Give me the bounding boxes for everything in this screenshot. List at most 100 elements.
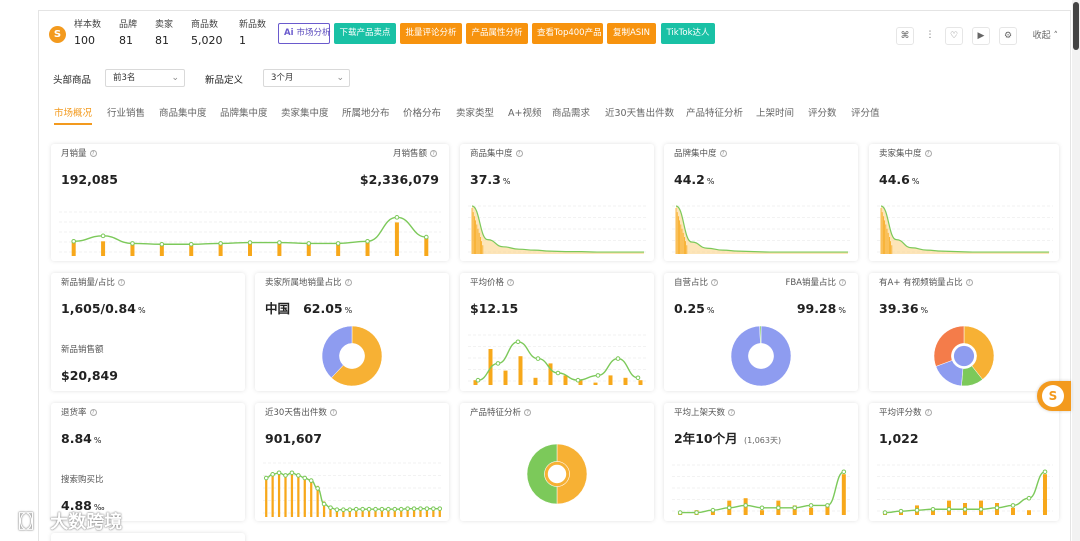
bar — [374, 509, 377, 517]
bar — [825, 505, 830, 515]
attribute-analysis-button[interactable]: 产品属性分析 — [466, 23, 528, 44]
new-product-definition-select[interactable]: 3个月 ⌄ — [263, 69, 350, 87]
tab-brand-concentration[interactable]: 品牌集中度 — [220, 108, 268, 119]
inner-ring — [953, 345, 975, 367]
data-point — [159, 241, 165, 247]
card-seller-concentration[interactable]: 卖家集中度? 44.6% — [869, 144, 1059, 261]
gear-icon[interactable]: ⚙ — [999, 27, 1017, 45]
card-sold-30-days[interactable]: 近30天售出件数? 901,607 — [255, 403, 449, 521]
bar — [841, 474, 846, 515]
tab-sold-30-days[interactable]: 近30天售出件数 — [605, 108, 675, 119]
bar — [303, 478, 306, 517]
grid-icon[interactable]: ⌘ — [896, 27, 914, 45]
data-point — [595, 373, 601, 378]
card-new-product-sales[interactable]: 新品销量/占比? 1,605/0.84% 新品销售额 $20,849 — [51, 273, 245, 391]
card-return-rate[interactable]: 退货率? 8.84% 搜索购买比 4.88 ‰ — [51, 403, 245, 521]
tab-rating-count[interactable]: 评分数 — [808, 108, 837, 119]
copy-asin-button[interactable]: 复制ASIN — [607, 23, 656, 44]
data-point — [353, 506, 359, 512]
tab-listing-time[interactable]: 上架时间 — [756, 108, 795, 119]
heart-icon[interactable]: ♡ — [945, 27, 963, 45]
bar — [432, 509, 435, 517]
tab-market-overview[interactable]: 市场概况 — [54, 107, 93, 125]
inner-ring — [544, 461, 570, 487]
tab-product-concentration[interactable]: 商品集中度 — [159, 108, 207, 119]
tab-price-distribution[interactable]: 价格分布 — [403, 108, 442, 119]
bar — [189, 244, 194, 256]
brand-concentration-chart — [672, 205, 852, 254]
card-avg-rating-count[interactable]: 平均评分数? 1,022 — [869, 403, 1059, 521]
bar — [265, 478, 268, 517]
tab-seller-type[interactable]: 卖家类型 — [456, 108, 495, 119]
scrollbar[interactable] — [1072, 0, 1080, 541]
card-self-fba[interactable]: 自营占比? 0.25% FBA销量占比? 99.28% — [664, 273, 858, 391]
card-aplus-video[interactable]: 有A+ 有视频销量占比? 39.36% — [869, 273, 1059, 391]
pie-slice — [556, 443, 588, 505]
data-point — [776, 505, 781, 511]
sold-30-days-chart — [263, 462, 443, 517]
card-brand-concentration[interactable]: 品牌集中度? 44.2% — [664, 144, 858, 261]
data-point — [341, 507, 346, 513]
data-point — [71, 239, 76, 244]
stat-brands: 品牌 81 — [119, 20, 138, 47]
tab-feature-analysis[interactable]: 产品特征分析 — [686, 108, 744, 119]
stat-sellers: 卖家 81 — [155, 20, 174, 47]
scrollbar-thumb[interactable] — [1073, 2, 1079, 50]
data-point — [994, 505, 1000, 511]
bar — [277, 472, 281, 517]
download-selling-points-button[interactable]: 下载产品卖点 — [334, 23, 396, 44]
market-analysis-button[interactable]: Ai 市场分析 — [278, 23, 330, 44]
batch-review-analysis-button[interactable]: 批量评论分析 — [400, 23, 462, 44]
pie-slice — [526, 443, 558, 505]
data-point — [424, 234, 429, 240]
collapse-button[interactable]: 收起 ˄ — [1032, 31, 1058, 41]
tab-seller-concentration[interactable]: 卖家集中度 — [281, 108, 329, 119]
head-products-select[interactable]: 前3名 ⌄ — [105, 69, 185, 87]
help-icon: ? — [711, 279, 719, 286]
tab-product-demand[interactable]: 商品需求 — [552, 108, 591, 119]
fba-donut — [730, 325, 792, 387]
product-concentration-chart — [468, 205, 648, 254]
video-icon[interactable]: ▶ — [972, 27, 990, 45]
bar — [394, 222, 399, 256]
tab-aplus-video[interactable]: A+视频 — [508, 108, 542, 119]
tab-industry-sales[interactable]: 行业销售 — [107, 108, 146, 119]
card-product-concentration[interactable]: 商品集中度? 37.3% — [460, 144, 654, 261]
pie-slice — [963, 325, 995, 380]
tab-origin-distribution[interactable]: 所属地分布 — [342, 108, 390, 119]
data-point — [296, 473, 301, 478]
bar — [218, 243, 223, 256]
card-monthly-sales[interactable]: 月销量? 192,085 月销售额? $2,336,079 — [51, 144, 449, 261]
data-point — [475, 377, 481, 383]
more-icon[interactable]: ⋮ — [925, 30, 935, 40]
data-point — [914, 507, 920, 513]
card-avg-listing-days[interactable]: 平均上架天数? 2年10个月 (1,063天) — [664, 403, 858, 521]
bar — [348, 509, 351, 517]
bar — [533, 377, 538, 385]
data-point — [411, 506, 417, 511]
product-features-donut — [526, 443, 588, 505]
view-top400-button[interactable]: 查看Top400产品 — [532, 23, 603, 44]
bar — [425, 509, 429, 517]
card-seller-origin[interactable]: 卖家所属地销量占比? 中国 62.05% — [255, 273, 449, 391]
data-point — [398, 506, 404, 512]
tiktok-creators-button[interactable]: TikTok达人 — [661, 23, 715, 44]
bar — [419, 509, 422, 517]
card-product-features[interactable]: 产品特征分析? — [460, 403, 654, 521]
floating-assistant-button[interactable]: S — [1037, 381, 1071, 411]
help-icon: ? — [430, 150, 437, 157]
data-point — [808, 503, 814, 508]
help-icon: ? — [924, 150, 932, 157]
data-point — [841, 469, 847, 475]
bar — [365, 241, 370, 256]
bar — [380, 509, 384, 517]
bar — [503, 370, 508, 385]
data-point — [100, 233, 106, 239]
bar — [335, 509, 339, 517]
card-average-price[interactable]: 平均价格? $12.15 — [460, 273, 654, 391]
data-point — [308, 478, 314, 483]
bar — [248, 243, 252, 256]
bar — [593, 382, 598, 385]
data-point — [825, 503, 830, 508]
tab-rating-value[interactable]: 评分值 — [851, 108, 880, 119]
